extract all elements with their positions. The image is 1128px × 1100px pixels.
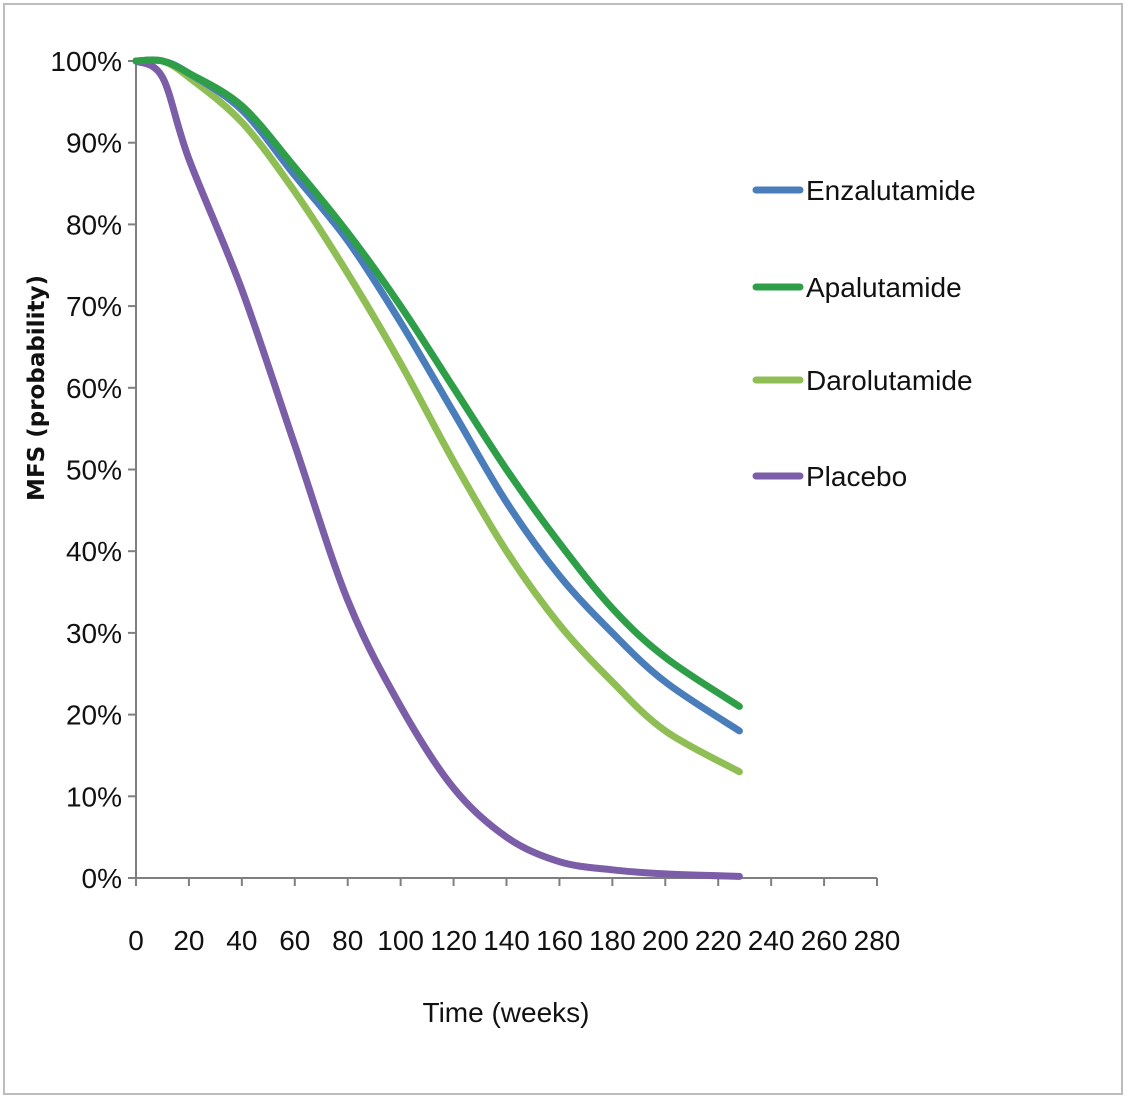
legend-label-darolutamide: Darolutamide (806, 365, 973, 396)
x-tick-label: 200 (642, 925, 689, 956)
x-tick-label: 40 (226, 925, 257, 956)
x-axis-title: Time (weeks) (423, 997, 590, 1028)
x-tick-label: 180 (589, 925, 636, 956)
x-tick-label: 260 (801, 925, 848, 956)
legend-label-placebo: Placebo (806, 461, 907, 492)
series-line-apalutamide (132, 56, 743, 710)
y-tick-label: 70% (66, 291, 122, 322)
x-tick-label: 0 (128, 925, 144, 956)
x-tick-label: 220 (695, 925, 742, 956)
series-line-enzalutamide (132, 56, 743, 735)
y-tick-label: 60% (66, 373, 122, 404)
legend-label-apalutamide: Apalutamide (806, 272, 962, 303)
y-tick-label: 80% (66, 209, 122, 240)
x-tick-label: 120 (430, 925, 477, 956)
series-line-darolutamide (132, 56, 743, 776)
y-tick-label: 100% (50, 46, 122, 77)
series-line-placebo (132, 57, 743, 880)
legend-label-enzalutamide: Enzalutamide (806, 175, 976, 206)
y-tick-label: 30% (66, 618, 122, 649)
y-tick-label: 50% (66, 455, 122, 486)
y-tick-label: 40% (66, 536, 122, 567)
y-tick-label: 20% (66, 700, 122, 731)
series-lines (132, 56, 743, 880)
x-tick-label: 100 (377, 925, 424, 956)
axes: 0% 10% 20% 30% 40% 50% 60% 70% 80% 90% 100% 0 20 40 60… (50, 46, 900, 956)
x-tick-label: 20 (173, 925, 204, 956)
x-tick-label: 160 (536, 925, 583, 956)
x-tick-label: 280 (854, 925, 901, 956)
y-axis-title: MFS (probability) (24, 275, 50, 501)
x-tick-label: 140 (483, 925, 530, 956)
x-tick-label: 60 (279, 925, 310, 956)
y-tick-label: 10% (66, 781, 122, 812)
x-tick-label: 240 (748, 925, 795, 956)
x-tick-label: 80 (332, 925, 363, 956)
legend: Enzalutamide Apalutamide Darolutamide Place… (752, 175, 976, 492)
y-tick-label: 90% (66, 128, 122, 159)
y-tick-label: 0% (82, 863, 122, 894)
